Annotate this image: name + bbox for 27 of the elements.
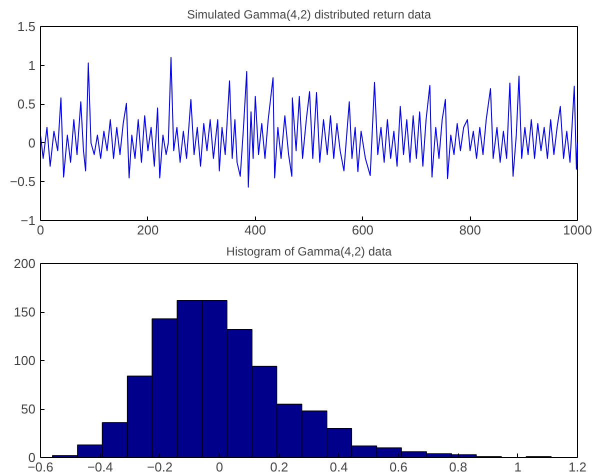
y-tick-label: 0.5 — [17, 96, 36, 112]
x-tick-label: 0.2 — [270, 460, 288, 474]
y-tick-label: 0 — [28, 135, 36, 150]
x-tick-label: 1000 — [563, 222, 592, 238]
chart-title: Simulated Gamma(4,2) distributed return data — [186, 8, 432, 22]
y-tick-label: −1 — [20, 213, 36, 228]
x-tick-label: 0.6 — [389, 460, 408, 474]
chart-title: Histogram of Gamma(4,2) data — [226, 244, 392, 258]
y-tick-label: 100 — [14, 353, 36, 368]
x-tick-label: 600 — [352, 222, 374, 238]
x-tick-label: −0.2 — [147, 460, 173, 474]
y-tick-label: 150 — [14, 304, 36, 320]
x-tick-label: 400 — [244, 222, 266, 238]
x-tick-label: 0.4 — [330, 460, 348, 474]
y-tick-label: 200 — [14, 256, 36, 271]
x-tick-label: 0.8 — [449, 460, 468, 474]
y-tick-label: 1 — [28, 58, 36, 73]
x-tick-label: 1.2 — [568, 460, 587, 474]
x-tick-label: 800 — [459, 222, 481, 238]
x-tick-label: −0.4 — [87, 460, 114, 474]
x-tick-label: 0 — [216, 460, 224, 474]
y-tick-label: 1.5 — [17, 19, 36, 34]
y-tick-label: 50 — [21, 402, 36, 416]
x-tick-label: 1 — [514, 460, 522, 474]
y-tick-label: 0 — [28, 450, 36, 465]
y-tick-label: −0.5 — [10, 174, 36, 190]
x-tick-label: 200 — [137, 222, 159, 238]
